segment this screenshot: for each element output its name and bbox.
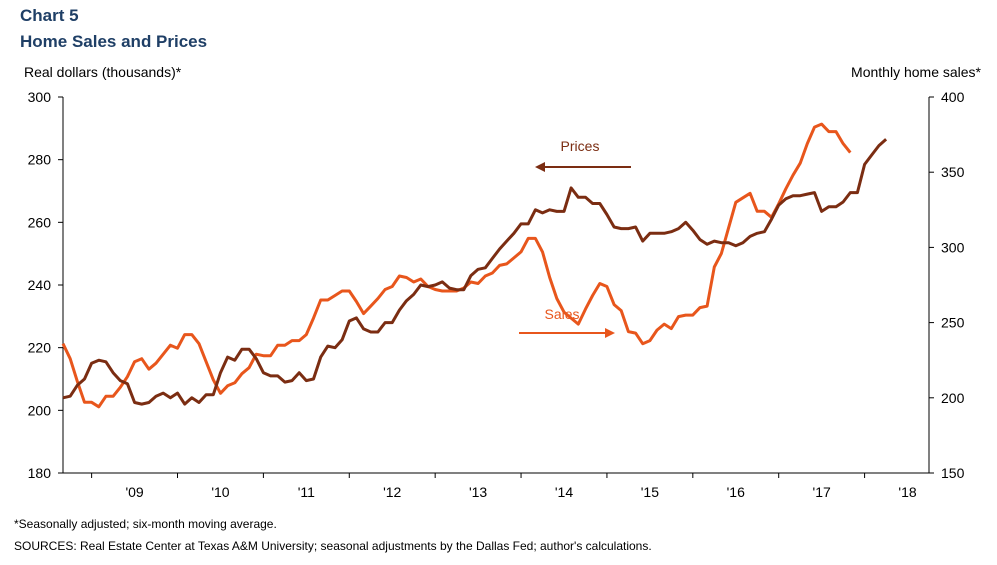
sales-annotation-label: Sales xyxy=(544,306,579,322)
prices-arrow-head xyxy=(535,162,545,172)
left-tick-label: 260 xyxy=(28,214,52,230)
footnote-sources: SOURCES: Real Estate Center at Texas A&M… xyxy=(14,539,652,553)
chart-number: Chart 5 xyxy=(20,6,79,25)
right-axis-title: Monthly home sales* xyxy=(851,64,981,80)
left-tick-label: 220 xyxy=(28,340,52,356)
x-tick-label: '09 xyxy=(125,484,143,500)
sales-line xyxy=(61,122,852,409)
x-tick-label: '13 xyxy=(469,484,487,500)
footnote-note: *Seasonally adjusted; six-month moving a… xyxy=(14,517,277,531)
left-tick-label: 180 xyxy=(28,465,52,481)
right-tick-label: 350 xyxy=(941,164,965,180)
x-tick-label: '12 xyxy=(383,484,401,500)
right-tick-label: 150 xyxy=(941,465,965,481)
right-tick-label: 200 xyxy=(941,390,965,406)
x-tick-label: '16 xyxy=(727,484,745,500)
prices-line xyxy=(62,138,888,406)
right-tick-label: 300 xyxy=(941,239,965,255)
chart-title: Home Sales and Prices xyxy=(20,32,208,51)
prices-annotation-label: Prices xyxy=(561,138,600,154)
x-tick-label: '11 xyxy=(298,484,315,500)
x-tick-label: '14 xyxy=(555,484,573,500)
left-tick-label: 240 xyxy=(28,277,52,293)
right-tick-label: 400 xyxy=(941,89,965,105)
x-tick-label: '10 xyxy=(211,484,229,500)
left-tick-label: 300 xyxy=(28,89,52,105)
right-tick-label: 250 xyxy=(941,315,965,331)
left-axis-title: Real dollars (thousands)* xyxy=(24,64,182,80)
x-tick-label: '17 xyxy=(813,484,831,500)
x-tick-label: '18 xyxy=(898,484,916,500)
left-tick-label: 280 xyxy=(28,152,52,168)
x-tick-label: '15 xyxy=(641,484,659,500)
sales-arrow-head xyxy=(605,328,615,338)
left-tick-label: 200 xyxy=(28,402,52,418)
